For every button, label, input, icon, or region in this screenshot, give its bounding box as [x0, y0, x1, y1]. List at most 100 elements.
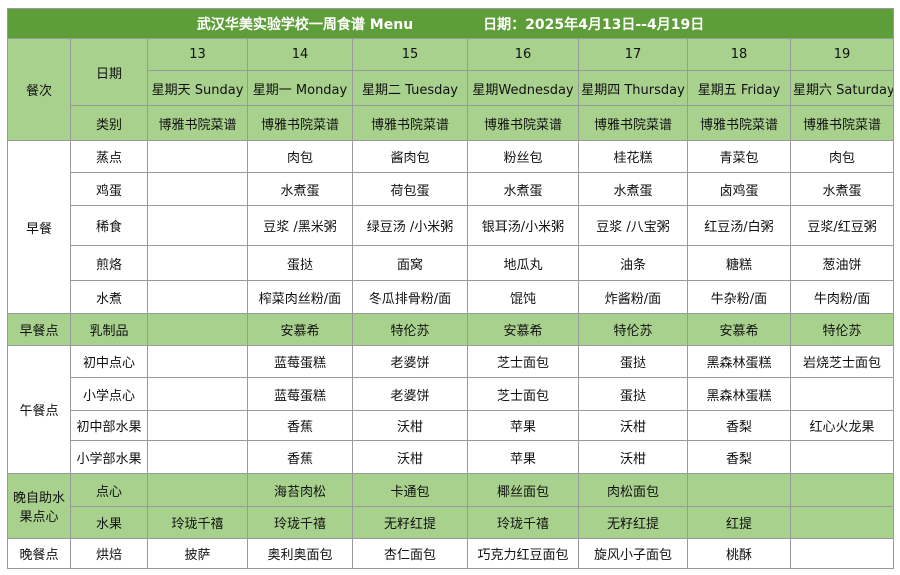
menu-cell: 水煮蛋 [578, 172, 688, 206]
table-row: 晚餐点 烘焙 披萨 奥利奥面包 杏仁面包 巧克力红豆面包 旋风小子面包 桃酥 [7, 538, 895, 569]
date-label: 日期 [70, 38, 148, 106]
menu-cell: 肉包 [789, 140, 895, 173]
menu-cell: 无籽红提 [578, 506, 688, 539]
weekday-cell: 星期二 Tuesday [352, 70, 468, 106]
menu-cell: 沃柑 [578, 440, 688, 474]
menu-cell: 香梨 [687, 410, 791, 441]
menu-cell: 葱油饼 [789, 245, 895, 281]
menu-cell: 老婆饼 [352, 377, 468, 411]
menu-cell [789, 538, 895, 569]
menu-cell: 牛杂粉/面 [687, 280, 791, 314]
menu-cell [147, 313, 248, 346]
item-cell: 初中点心 [70, 345, 148, 378]
menu-cell: 岩烧芝士面包 [789, 345, 895, 378]
date-cell: 19 [789, 38, 895, 71]
menu-cell [147, 345, 248, 378]
weekday-cell: 星期六 Saturday [789, 70, 895, 106]
menu-cell: 沃柑 [578, 410, 688, 441]
menu-cell: 卡通包 [352, 473, 468, 507]
menu-cell: 安慕希 [467, 313, 579, 346]
menu-cell: 无籽红提 [352, 506, 468, 539]
menu-cell [789, 440, 895, 474]
menu-cell: 糖糕 [687, 245, 791, 281]
date-cell: 16 [467, 38, 579, 71]
menu-cell: 巧克力红豆面包 [467, 538, 579, 569]
menu-cell: 红豆汤/白粥 [687, 205, 791, 246]
menu-cell [147, 172, 248, 206]
category-cell: 博雅书院菜谱 [687, 105, 791, 141]
category-cell: 博雅书院菜谱 [247, 105, 353, 141]
menu-cell: 豆浆 /八宝粥 [578, 205, 688, 246]
table-row: 小学点心 蓝莓蛋糕 老婆饼 芝士面包 蛋挞 黑森林蛋糕 [8, 377, 895, 411]
item-cell: 初中部水果 [70, 410, 148, 441]
menu-cell: 特伦苏 [789, 313, 895, 346]
menu-cell: 豆浆/红豆粥 [789, 205, 895, 246]
menu-cell: 海苔肉松 [247, 473, 353, 507]
title-cell: 武汉华美实验学校一周食谱 Menu 日期：2025年4月13日--4月19日 [6, 8, 895, 39]
menu-cell: 特伦苏 [578, 313, 688, 346]
date-cell: 13 [147, 38, 248, 71]
table-row: 初中部水果 香蕉 沃柑 苹果 沃柑 香梨 红心火龙果 [8, 410, 895, 441]
category-cell: 博雅书院菜谱 [147, 105, 248, 141]
date-cell: 15 [352, 38, 468, 71]
title-row: 武汉华美实验学校一周食谱 Menu 日期：2025年4月13日--4月19日 [6, 8, 895, 39]
menu-cell: 披萨 [147, 538, 248, 569]
table-row: 鸡蛋 水煮蛋 荷包蛋 水煮蛋 水煮蛋 卤鸡蛋 水煮蛋 [8, 172, 895, 206]
menu-cell [147, 280, 248, 314]
weekday-cell: 星期天 Sunday [147, 70, 248, 106]
menu-table: 武汉华美实验学校一周食谱 Menu 日期：2025年4月13日--4月19日 餐次… [6, 8, 895, 569]
category-cell: 博雅书院菜谱 [467, 105, 579, 141]
menu-cell: 黑森林蛋糕 [687, 377, 791, 411]
item-cell: 稀食 [70, 205, 148, 246]
menu-cell: 苹果 [467, 410, 579, 441]
menu-cell: 地瓜丸 [467, 245, 579, 281]
weekday-cell: 星期一 Monday [247, 70, 353, 106]
table-row: 餐次 日期 13 14 15 16 17 18 19 [7, 38, 895, 141]
menu-cell: 红心火龙果 [789, 410, 895, 441]
meal-label: 餐次 [7, 38, 71, 141]
date-cell: 18 [687, 38, 791, 71]
menu-cell: 老婆饼 [352, 345, 468, 378]
menu-cell: 馄饨 [467, 280, 579, 314]
menu-cell: 香梨 [687, 440, 791, 474]
category-cell: 博雅书院菜谱 [789, 105, 895, 141]
menu-cell: 桂花糕 [578, 140, 688, 173]
item-cell: 水煮 [70, 280, 148, 314]
menu-cell: 面窝 [352, 245, 468, 281]
menu-cell: 水煮蛋 [789, 172, 895, 206]
meal-cell: 晚餐点 [7, 538, 71, 569]
table-row: 稀食 豆浆 /黑米粥 绿豆汤 /小米粥 银耳汤/小米粥 豆浆 /八宝粥 红豆汤/白粥 豆浆/… [8, 205, 895, 246]
menu-cell: 桃酥 [687, 538, 791, 569]
menu-cell: 蓝莓蛋糕 [247, 345, 353, 378]
item-cell: 鸡蛋 [70, 172, 148, 206]
item-cell: 乳制品 [70, 313, 148, 346]
menu-cell [789, 506, 895, 539]
menu-cell: 芝士面包 [467, 345, 579, 378]
menu-cell: 冬瓜排骨粉/面 [352, 280, 468, 314]
weekday-cell: 星期Wednesday [467, 70, 579, 106]
table-row: 星期天 Sunday 星期一 Monday 星期二 Tuesday 星期Wednesd… [7, 70, 895, 106]
item-cell: 点心 [70, 473, 148, 507]
menu-cell: 玲珑千禧 [247, 506, 353, 539]
menu-cell: 酱肉包 [352, 140, 468, 173]
menu-cell [147, 410, 248, 441]
menu-cell: 蛋挞 [247, 245, 353, 281]
menu-cell: 卤鸡蛋 [687, 172, 791, 206]
menu-cell: 沃柑 [352, 440, 468, 474]
category-label: 类别 [70, 105, 148, 141]
meal-cell: 午餐点 [7, 345, 71, 474]
table-row: 早餐点 乳制品 安慕希 特伦苏 安慕希 特伦苏 安慕希 特伦苏 [7, 313, 895, 346]
menu-cell: 蛋挞 [578, 377, 688, 411]
menu-cell [687, 473, 791, 507]
item-cell: 蒸点 [70, 140, 148, 173]
menu-cell: 水煮蛋 [467, 172, 579, 206]
menu-cell: 豆浆 /黑米粥 [247, 205, 353, 246]
meal-cell: 早餐 [7, 140, 71, 314]
menu-cell: 炸酱粉/面 [578, 280, 688, 314]
item-cell: 煎烙 [70, 245, 148, 281]
menu-cell: 油条 [578, 245, 688, 281]
table-row: 早餐 蒸点 肉包 酱肉包 粉丝包 桂花糕 青菜包 肉包 [7, 140, 895, 314]
table-row: 水果 玲珑千禧 玲珑千禧 无籽红提 玲珑千禧 无籽红提 红提 [7, 506, 895, 539]
menu-cell: 绿豆汤 /小米粥 [352, 205, 468, 246]
